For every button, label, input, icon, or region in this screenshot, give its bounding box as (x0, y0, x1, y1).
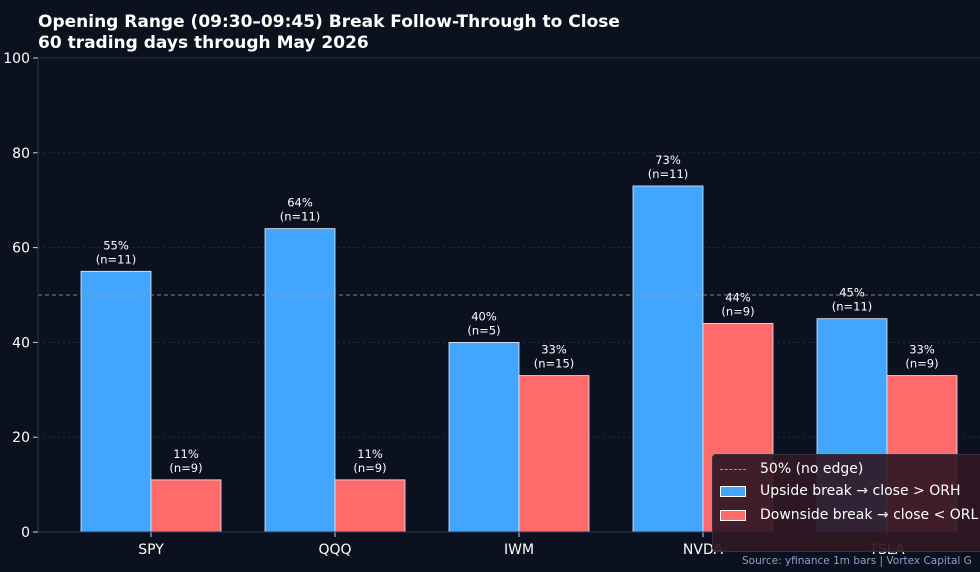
x-tick-label: SPY (138, 542, 164, 558)
bar-upside (632, 185, 704, 533)
legend-item-reference: 50% (no edge) (720, 458, 863, 480)
y-tick-label: 60 (12, 241, 30, 257)
data-label-upside: 40% (471, 309, 497, 323)
data-label-upside: 45% (839, 286, 865, 300)
x-tick-label: IWM (504, 542, 534, 558)
legend-label-downside: Downside break → close < ORL (760, 507, 979, 523)
data-label-downside: (n=9) (721, 304, 754, 318)
data-label-upside: (n=11) (832, 300, 873, 314)
y-tick-label: 40 (12, 335, 30, 351)
data-label-downside: 33% (541, 343, 567, 357)
legend-swatch-downside-icon (720, 509, 746, 521)
chart-title: Opening Range (09:30–09:45) Break Follow… (38, 12, 620, 54)
data-label-upside: (n=11) (96, 252, 137, 266)
y-tick-label: 100 (3, 51, 30, 67)
legend-label-reference: 50% (no edge) (760, 461, 864, 477)
legend-item-downside: Downside break → close < ORL (720, 504, 978, 526)
data-label-downside: 33% (909, 343, 935, 357)
data-label-upside: (n=5) (467, 323, 500, 337)
legend-label-upside: Upside break → close > ORH (760, 483, 961, 499)
y-tick-label: 80 (12, 146, 30, 162)
data-label-upside: 55% (103, 238, 129, 252)
data-label-upside: 73% (655, 153, 681, 167)
chart-title-line-1: Opening Range (09:30–09:45) Break Follow… (38, 12, 620, 32)
data-label-downside: (n=9) (353, 461, 386, 475)
bar-upside (264, 228, 336, 533)
data-label-downside: 44% (725, 290, 751, 304)
x-tick-label: QQQ (318, 542, 351, 558)
bar-downside (518, 375, 590, 533)
chart-title-line-2: 60 trading days through May 2026 (38, 33, 369, 53)
data-label-downside: 11% (357, 447, 383, 461)
bar-upside (80, 270, 152, 533)
y-tick-label: 20 (12, 430, 30, 446)
chart-legend: 50% (no edge) Upside break → close > ORH… (712, 454, 980, 552)
legend-swatch-upside-icon (720, 485, 746, 497)
data-label-downside: (n=9) (169, 461, 202, 475)
source-note: Source: yfinance 1m bars | Vortex Capita… (742, 555, 972, 567)
legend-item-upside: Upside break → close > ORH (720, 480, 961, 502)
bar-downside (334, 479, 406, 533)
data-label-upside: 64% (287, 196, 313, 210)
data-label-upside: (n=11) (280, 210, 321, 224)
bar-upside (448, 341, 520, 533)
bar-downside (150, 479, 222, 533)
data-label-downside: (n=9) (905, 357, 938, 371)
data-label-downside: 11% (173, 447, 199, 461)
legend-dash-line-icon (720, 468, 746, 470)
y-tick-label: 0 (21, 525, 30, 541)
data-label-downside: (n=15) (534, 357, 575, 371)
data-label-upside: (n=11) (648, 167, 689, 181)
